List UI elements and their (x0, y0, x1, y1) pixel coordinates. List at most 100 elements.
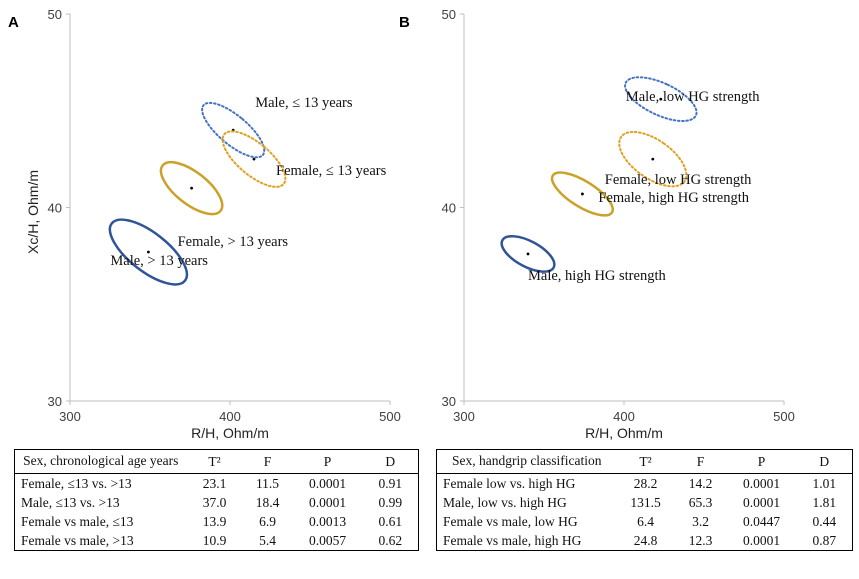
mean-point (581, 192, 584, 196)
table-cell: 0.91 (378, 476, 403, 491)
confidence-ellipse (550, 171, 614, 217)
x-tick-label: 300 (59, 409, 81, 424)
table-cell: Female vs male, ≤13 (21, 514, 134, 529)
table-header-cell: P (726, 449, 797, 474)
table-header-cell: D (362, 449, 419, 474)
panel-a-ylabel: Xc/H, Ohm/m (25, 170, 41, 254)
table-header-cell: D (796, 449, 853, 474)
table-cell: 0.0001 (742, 495, 781, 510)
table-cell: 0.62 (378, 533, 403, 548)
series-label: Male, > 13 years (110, 253, 208, 269)
panel-b-xlabel: R/H, Ohm/m (585, 425, 663, 441)
table-cell: 0.87 (812, 533, 837, 548)
table-row: Female, ≤13 vs. >13 23.1 11.5 0.0001 0.9… (15, 474, 419, 494)
y-tick-label: 30 (442, 394, 456, 409)
table-header-cell: F (674, 449, 727, 474)
table-cell: 3.2 (692, 514, 709, 529)
table-cell: 0.0001 (308, 476, 347, 491)
y-tick-label: 30 (48, 394, 62, 409)
table-cell: 0.0001 (308, 495, 347, 510)
table-header-cell: Sex, handgrip classification (436, 449, 617, 474)
y-tick-label: 40 (442, 201, 456, 216)
table-cell: 131.5 (630, 495, 661, 510)
confidence-ellipse (500, 234, 556, 273)
table-cell: Male, low vs. high HG (443, 495, 567, 510)
table-row: Male, ≤13 vs. >13 37.0 18.4 0.0001 0.99 (15, 493, 419, 512)
table-cell: 12.3 (688, 533, 713, 548)
table-row: Female vs male, >13 10.9 5.4 0.0057 0.62 (15, 531, 419, 551)
table-row: Female vs male, high HG 24.8 12.3 0.0001… (437, 531, 853, 551)
table-cell: 6.4 (637, 514, 654, 529)
confidence-ellipse (159, 160, 224, 216)
confidence-ellipse (624, 76, 698, 122)
table-header-cell: Sex, chronological age years (14, 449, 187, 474)
table-cell: 6.9 (259, 514, 276, 529)
table-cell: Female, ≤13 vs. >13 (21, 476, 132, 491)
y-tick-label: 50 (442, 7, 456, 22)
table-cell: 24.8 (633, 533, 658, 548)
table-cell: 11.5 (255, 476, 280, 491)
table-cell: 23.1 (202, 476, 227, 491)
table-header-cell: P (292, 449, 363, 474)
series-label: Male, low HG strength (626, 89, 760, 105)
mean-point (252, 157, 256, 161)
table-cell: 5.4 (259, 533, 276, 548)
series-label: Female, low HG strength (605, 172, 752, 188)
table-cell: Male, ≤13 vs. >13 (21, 495, 120, 510)
x-tick-label: 500 (773, 409, 795, 424)
table-cell: Female low vs. high HG (443, 476, 576, 491)
table-header-row: Sex, chronological age years T² F P D (14, 449, 419, 474)
mean-point (526, 252, 530, 256)
table-cell: 0.0447 (742, 514, 781, 529)
table-cell: 1.81 (812, 495, 837, 510)
mean-point (147, 250, 150, 254)
x-tick-label: 300 (453, 409, 475, 424)
x-tick-label: 400 (219, 409, 241, 424)
panel-a: A Xc/H, Ohm/m R/H, Ohm/m 300 400 500 30 40 50… (8, 7, 401, 441)
x-tick-label: 400 (613, 409, 635, 424)
series-label: Male, high HG strength (528, 268, 666, 284)
table-cell: Female vs male, >13 (21, 533, 134, 548)
table-cell: 0.99 (378, 495, 403, 510)
table-header-cell: T² (616, 449, 675, 474)
table-header-row: Sex, handgrip classification T² F P D (436, 449, 853, 474)
table-cell: 1.01 (812, 476, 837, 491)
table-cell: 0.0013 (308, 514, 347, 529)
mean-point (651, 157, 655, 161)
table-row: Female vs male, low HG 6.4 3.2 0.0447 0.… (437, 512, 853, 531)
series-label: Female, > 13 years (178, 234, 289, 250)
y-tick-label: 40 (48, 201, 62, 216)
panel-b-letter: B (399, 14, 410, 31)
table-cell: 13.9 (202, 514, 227, 529)
table-cell: Female vs male, high HG (443, 533, 582, 548)
confidence-ellipse (618, 130, 688, 188)
table-row: Female low vs. high HG 28.2 14.2 0.0001 … (437, 474, 853, 494)
table-cell: 0.0001 (742, 476, 781, 491)
table-row: Female vs male, ≤13 13.9 6.9 0.0013 0.61 (15, 512, 419, 531)
panel-a-xlabel: R/H, Ohm/m (191, 425, 269, 441)
y-tick-label: 50 (48, 7, 62, 22)
x-tick-label: 500 (379, 409, 401, 424)
panel-b-plot: 300 400 500 30 40 50 Male, low HG strength Fema… (442, 7, 795, 424)
series-label: Female, high HG strength (598, 190, 749, 206)
table-cell: 65.3 (688, 495, 713, 510)
table-cell: 37.0 (202, 495, 227, 510)
panel-b: B R/H, Ohm/m 300 400 500 30 40 50 Male, low HG… (399, 7, 795, 441)
confidence-ellipse (221, 130, 287, 188)
table-header-cell: T² (186, 449, 243, 474)
panel-a-plot: 300 400 500 30 40 50 Male, ≤ 13 years Female, ≤… (48, 7, 401, 424)
table-header-cell: F (242, 449, 293, 474)
table-cell: Female vs male, low HG (443, 514, 578, 529)
table-cell: 14.2 (688, 476, 713, 491)
table-cell: 0.61 (378, 514, 403, 529)
mean-point (659, 97, 663, 101)
series-label: Female, ≤ 13 years (276, 163, 387, 179)
stats-table-a: Sex, chronological age years T² F P D Fe… (14, 449, 419, 551)
confidence-ellipse (108, 218, 189, 286)
table-cell: 28.2 (633, 476, 658, 491)
chart-area: A Xc/H, Ohm/m R/H, Ohm/m 300 400 500 30 40 50… (8, 7, 795, 441)
mean-point (190, 186, 194, 190)
confidence-ellipse (201, 101, 266, 159)
panel-a-letter: A (8, 14, 19, 31)
table-cell: 0.0001 (742, 533, 781, 548)
